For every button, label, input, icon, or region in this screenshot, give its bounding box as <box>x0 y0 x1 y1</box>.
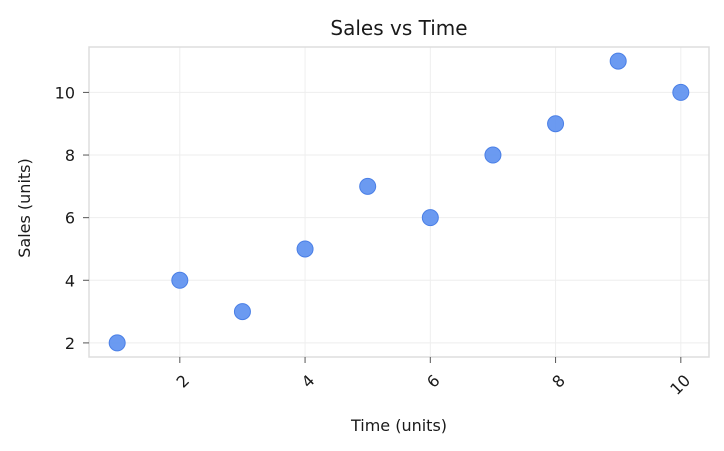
y-tick-label: 4 <box>65 271 75 290</box>
data-point <box>108 334 126 352</box>
x-axis-label: Time (units) <box>350 416 447 435</box>
plot-frame <box>88 46 710 358</box>
y-tick-label: 10 <box>55 83 75 102</box>
x-axis: 2 4 6 8 10 <box>172 357 694 399</box>
data-point <box>609 52 627 70</box>
y-tick-label: 8 <box>65 146 75 165</box>
y-tick-label: 6 <box>65 209 75 228</box>
y-axis: 2 4 6 8 10 <box>55 83 89 353</box>
data-point <box>672 83 690 101</box>
x-tick-label: 2 <box>172 371 193 392</box>
x-tick-label: 4 <box>298 371 319 392</box>
data-point <box>171 271 189 289</box>
data-point <box>296 240 314 258</box>
chart-title: Sales vs Time <box>330 16 467 40</box>
y-axis-label: Sales (units) <box>15 158 34 258</box>
data-point <box>547 115 565 133</box>
data-point <box>484 146 502 164</box>
grid <box>89 47 709 357</box>
x-tick-label: 6 <box>423 371 444 392</box>
y-tick-label: 2 <box>65 334 75 353</box>
data-point <box>233 303 251 321</box>
x-tick-label: 8 <box>548 371 569 392</box>
data-points <box>108 52 690 352</box>
x-tick-label: 10 <box>666 371 694 399</box>
data-point <box>359 177 377 195</box>
data-point <box>421 209 439 227</box>
